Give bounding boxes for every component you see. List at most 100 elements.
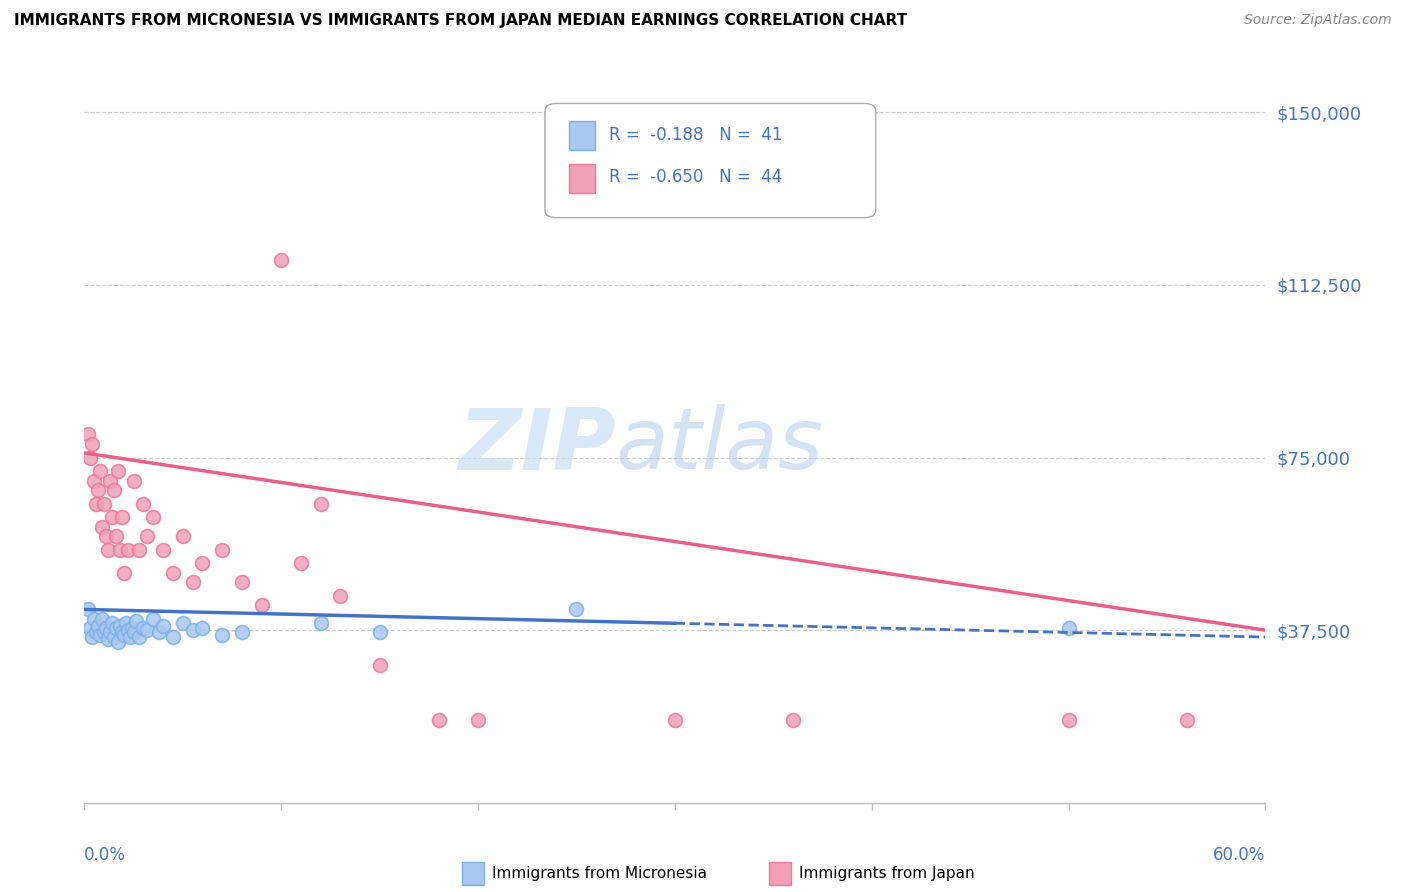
- Point: [117, 623, 139, 637]
- Text: 0.0%: 0.0%: [84, 846, 127, 863]
- Point: [132, 497, 155, 511]
- Point: [181, 623, 204, 637]
- Point: [368, 657, 391, 672]
- Point: [94, 621, 117, 635]
- Point: [89, 464, 111, 478]
- Point: [84, 497, 107, 511]
- Point: [231, 625, 253, 640]
- Point: [77, 602, 100, 616]
- FancyBboxPatch shape: [568, 121, 595, 150]
- Point: [368, 625, 391, 640]
- Point: [211, 628, 233, 642]
- Point: [128, 542, 150, 557]
- Point: [309, 497, 332, 511]
- Point: [104, 621, 127, 635]
- Point: [148, 625, 170, 640]
- Point: [136, 529, 159, 543]
- Point: [191, 557, 214, 571]
- Text: 60.0%: 60.0%: [1213, 846, 1265, 863]
- Point: [87, 618, 110, 632]
- Point: [104, 529, 127, 543]
- Point: [82, 630, 104, 644]
- Point: [136, 623, 159, 637]
- Point: [782, 713, 804, 727]
- Point: [103, 483, 125, 497]
- Point: [142, 510, 165, 524]
- FancyBboxPatch shape: [568, 164, 595, 193]
- Point: [172, 529, 194, 543]
- Point: [82, 436, 104, 450]
- Point: [664, 713, 686, 727]
- Point: [427, 713, 450, 727]
- Point: [114, 616, 136, 631]
- Point: [97, 632, 120, 647]
- Point: [118, 630, 141, 644]
- Point: [112, 628, 135, 642]
- Point: [181, 574, 204, 589]
- Point: [111, 625, 134, 640]
- Text: R =  -0.650   N =  44: R = -0.650 N = 44: [609, 168, 782, 186]
- Point: [84, 625, 107, 640]
- Point: [309, 616, 332, 631]
- Point: [93, 625, 115, 640]
- Point: [162, 566, 184, 580]
- Point: [231, 574, 253, 589]
- Point: [79, 621, 101, 635]
- Point: [152, 542, 174, 557]
- Point: [121, 621, 143, 635]
- Text: atlas: atlas: [616, 404, 824, 488]
- Point: [117, 542, 139, 557]
- Point: [1175, 713, 1198, 727]
- Point: [467, 713, 489, 727]
- Point: [565, 602, 588, 616]
- Point: [152, 618, 174, 632]
- Point: [108, 542, 131, 557]
- Point: [132, 621, 155, 635]
- Text: Source: ZipAtlas.com: Source: ZipAtlas.com: [1244, 13, 1392, 28]
- FancyBboxPatch shape: [769, 862, 790, 885]
- Point: [103, 630, 125, 644]
- Point: [172, 616, 194, 631]
- Point: [191, 621, 214, 635]
- Point: [329, 589, 352, 603]
- Point: [211, 542, 233, 557]
- Point: [250, 598, 273, 612]
- Point: [107, 634, 129, 648]
- Point: [87, 483, 110, 497]
- Point: [162, 630, 184, 644]
- Point: [142, 612, 165, 626]
- Point: [112, 566, 135, 580]
- Point: [128, 630, 150, 644]
- Point: [94, 529, 117, 543]
- Text: ZIP: ZIP: [458, 404, 616, 488]
- FancyBboxPatch shape: [463, 862, 484, 885]
- Point: [124, 614, 146, 628]
- Text: Immigrants from Japan: Immigrants from Japan: [799, 866, 974, 881]
- Point: [91, 612, 114, 626]
- Point: [79, 450, 101, 465]
- Point: [89, 628, 111, 642]
- Point: [101, 616, 124, 631]
- Point: [270, 252, 292, 267]
- Point: [93, 497, 115, 511]
- Point: [83, 474, 105, 488]
- Text: Immigrants from Micronesia: Immigrants from Micronesia: [492, 866, 707, 881]
- FancyBboxPatch shape: [546, 103, 876, 218]
- Point: [1057, 621, 1080, 635]
- Point: [1057, 713, 1080, 727]
- Point: [98, 474, 121, 488]
- Text: IMMIGRANTS FROM MICRONESIA VS IMMIGRANTS FROM JAPAN MEDIAN EARNINGS CORRELATION : IMMIGRANTS FROM MICRONESIA VS IMMIGRANTS…: [14, 13, 907, 29]
- Text: R =  -0.188   N =  41: R = -0.188 N = 41: [609, 126, 782, 144]
- Point: [122, 474, 145, 488]
- Point: [107, 464, 129, 478]
- Point: [111, 510, 134, 524]
- Point: [108, 618, 131, 632]
- Point: [98, 625, 121, 640]
- Point: [101, 510, 124, 524]
- Point: [83, 612, 105, 626]
- Point: [122, 625, 145, 640]
- Point: [77, 427, 100, 442]
- Point: [97, 542, 120, 557]
- Point: [290, 557, 312, 571]
- Point: [91, 519, 114, 533]
